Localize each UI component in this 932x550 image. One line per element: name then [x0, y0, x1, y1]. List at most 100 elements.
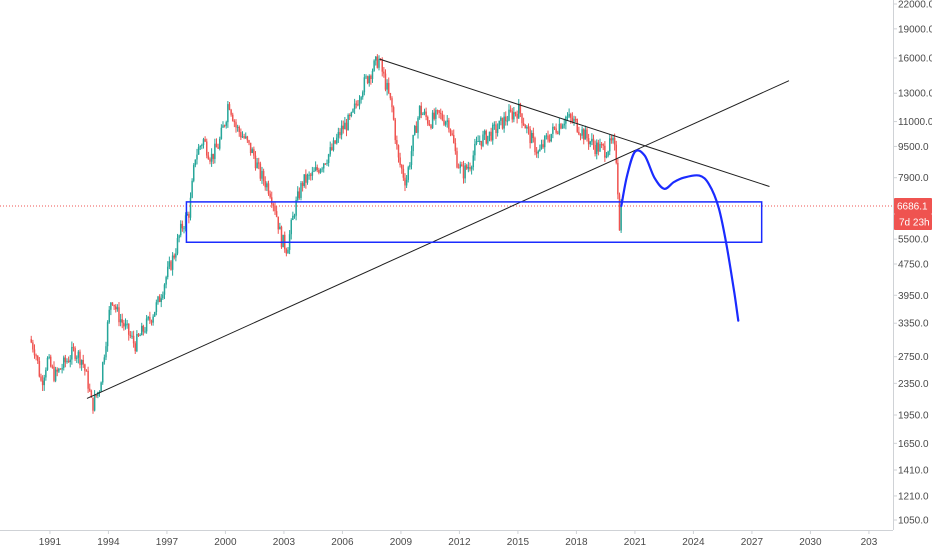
- candle-body: [56, 369, 58, 372]
- candle-body: [378, 59, 380, 68]
- candle-body: [394, 119, 396, 141]
- candle-body: [399, 157, 401, 165]
- candle-body: [272, 204, 275, 206]
- candle-body: [345, 122, 348, 131]
- candle-body: [246, 136, 249, 141]
- candle-body: [344, 122, 346, 130]
- candle-body: [527, 126, 530, 129]
- candle-body: [556, 132, 559, 134]
- projection-curve[interactable]: [620, 149, 740, 322]
- candle-body: [230, 109, 232, 115]
- x-tick-label: 2027: [741, 537, 764, 548]
- candle-body: [197, 147, 200, 155]
- candle-body: [236, 126, 239, 128]
- candle-body: [425, 111, 427, 117]
- candle-body: [259, 163, 262, 179]
- candle-body: [376, 56, 379, 68]
- candle-body: [480, 140, 483, 147]
- candle-body: [548, 139, 551, 142]
- candle-body: [540, 144, 543, 149]
- candle-body: [32, 342, 34, 350]
- candle-body: [573, 119, 575, 122]
- candle-body: [223, 125, 226, 127]
- candle-body: [85, 370, 88, 372]
- candle-body: [306, 174, 309, 183]
- candle-body: [495, 124, 497, 134]
- candle-body: [196, 154, 198, 160]
- candle-body: [184, 215, 187, 229]
- candle-body: [392, 107, 395, 120]
- candle-body: [162, 294, 164, 299]
- candle-body: [119, 319, 122, 323]
- candle-body: [592, 138, 595, 146]
- candle-body: [470, 167, 473, 170]
- candle-body: [88, 388, 91, 391]
- candle-body: [410, 151, 413, 165]
- candle-body: [282, 234, 284, 248]
- candle-body: [368, 75, 370, 84]
- candle-body: [256, 162, 258, 169]
- candle-body: [192, 165, 195, 181]
- candle-body: [358, 99, 361, 106]
- candle-body: [106, 322, 109, 347]
- candle-body: [64, 357, 67, 363]
- descending-trendline[interactable]: [379, 58, 770, 188]
- candle-body: [231, 114, 234, 122]
- candle-body: [101, 362, 104, 383]
- y-tick-label: 4750.0: [898, 259, 929, 270]
- candle-body: [537, 151, 539, 154]
- candle-body: [591, 138, 593, 142]
- candle-body: [500, 117, 502, 121]
- support-zone-rectangle[interactable]: [185, 201, 763, 243]
- candle-body: [121, 319, 123, 323]
- candle-body: [324, 163, 327, 165]
- candle-body: [348, 114, 351, 117]
- candle-body: [444, 121, 447, 125]
- candle-body: [438, 110, 440, 113]
- candle-body: [33, 349, 36, 356]
- candle-body: [555, 128, 557, 133]
- x-axis[interactable]: 1991 1994 1997 2000 2003 2006 2009 2012 2015 2018…: [0, 530, 893, 548]
- candle-body: [462, 166, 465, 179]
- candle-body: [487, 135, 489, 144]
- candle-body: [166, 266, 169, 278]
- candle-body: [244, 136, 247, 138]
- candle-body: [600, 144, 603, 146]
- candle-body: [178, 235, 180, 239]
- candle-body: [381, 59, 383, 72]
- candle-body: [58, 368, 60, 372]
- candle-body: [560, 123, 562, 129]
- candle-body: [287, 249, 289, 254]
- candle-body: [210, 153, 213, 162]
- candle-body: [327, 154, 330, 163]
- candle-body: [311, 171, 314, 176]
- candle-body: [274, 205, 276, 212]
- candle-body: [339, 131, 341, 136]
- x-tick-label: 2015: [507, 537, 530, 548]
- y-axis[interactable]: 22000.0 19000.0 16000.0 13000.0 11000.0 9500.…: [893, 0, 932, 530]
- y-axis-ticks: 22000.0 19000.0 16000.0 13000.0 11000.0 9500.…: [893, 0, 932, 527]
- ascending-trendline[interactable]: [86, 80, 790, 399]
- candle-body: [439, 112, 442, 114]
- candle-body: [108, 309, 110, 323]
- candle-body: [412, 134, 414, 152]
- candle-body: [126, 323, 128, 325]
- candle-body: [332, 140, 335, 151]
- candle-body: [504, 116, 507, 122]
- candle-body: [84, 364, 86, 371]
- candle-body: [542, 144, 544, 148]
- candle-body: [171, 255, 174, 270]
- candle-body: [270, 197, 273, 205]
- candle-body: [400, 164, 403, 169]
- candle-body: [298, 191, 301, 198]
- candle-body: [526, 126, 528, 129]
- candle-body: [142, 325, 145, 332]
- candle-body: [586, 129, 588, 139]
- candle-body: [116, 307, 119, 310]
- candle-body: [607, 151, 609, 156]
- candle-body: [36, 355, 39, 361]
- candle-body: [371, 70, 374, 79]
- candle-body: [552, 126, 554, 134]
- candle-body: [173, 255, 175, 258]
